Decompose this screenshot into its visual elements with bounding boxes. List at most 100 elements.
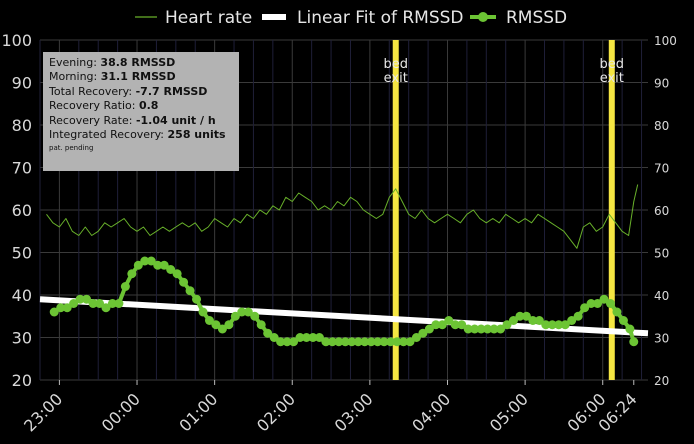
y-tick-label-right: 30 xyxy=(654,332,669,346)
rmssd-point xyxy=(211,320,221,330)
stat-row-total-recovery: Total Recovery: -7.7 RMSSD xyxy=(49,85,233,99)
rmssd-point xyxy=(327,337,337,347)
stat-value: -7.7 RMSSD xyxy=(135,84,208,98)
y-tick-label-right: 20 xyxy=(654,374,669,388)
legend-label: Linear Fit of RMSSD xyxy=(297,8,464,28)
rmssd-point xyxy=(120,282,130,291)
rmssd-point xyxy=(192,294,202,304)
stat-value: -1.04 unit / h xyxy=(135,113,216,127)
stat-value: 0.8 xyxy=(138,99,159,113)
y-tick-label-right: 80 xyxy=(654,119,669,133)
rmssd-point xyxy=(593,299,603,308)
rmssd-point xyxy=(250,311,260,321)
rmssd-point xyxy=(95,299,105,308)
rmssd-point xyxy=(470,324,480,334)
stat-label: Recovery Rate: xyxy=(49,113,136,127)
bed-exit-marker xyxy=(392,40,399,380)
rmssd-point xyxy=(379,337,389,347)
rmssd-point xyxy=(237,307,247,317)
rmssd-point xyxy=(146,256,156,266)
rmssd-point xyxy=(612,307,622,317)
series-layer xyxy=(39,184,649,347)
rmssd-point xyxy=(172,269,182,279)
rmssd-point xyxy=(605,299,615,308)
rmssd-point xyxy=(256,320,266,330)
rmssd-point xyxy=(476,324,486,334)
rmssd-point xyxy=(541,320,551,330)
rmssd-point xyxy=(62,303,72,313)
rmssd-point xyxy=(243,307,253,317)
rmssd-point xyxy=(618,316,628,325)
patent-footnote: pat. pending xyxy=(49,144,94,153)
rmssd-point xyxy=(360,337,370,347)
rmssd-point xyxy=(49,307,59,317)
rmssd-point xyxy=(133,260,143,270)
stat-row-integrated-recovery: Integrated Recovery: 258 units xyxy=(49,128,233,142)
y-tick-label: 30 xyxy=(12,329,32,348)
stat-label: Recovery Ratio: xyxy=(49,99,139,113)
rmssd-point xyxy=(547,320,557,330)
heart-rate-line xyxy=(46,184,639,249)
rmssd-point xyxy=(185,286,195,296)
stat-row-morning: Morning: 31.1 RMSSD xyxy=(49,70,233,84)
legend: Heart rate Linear Fit of RMSSD RMSSD xyxy=(135,8,567,28)
y-tick-label: 70 xyxy=(12,159,32,178)
stat-label: Morning: xyxy=(49,70,101,84)
rmssd-point xyxy=(521,311,531,321)
rmssd-point xyxy=(69,299,79,308)
rmssd-point xyxy=(314,333,324,342)
rmssd-point xyxy=(586,299,596,308)
stat-value: 31.1 RMSSD xyxy=(100,70,176,84)
rmssd-point xyxy=(276,337,286,347)
rmssd-point xyxy=(457,320,467,330)
rmssd-point xyxy=(166,265,176,274)
legend-label: Heart rate xyxy=(165,8,252,28)
y-tick-label: 100 xyxy=(1,31,32,50)
stat-label: Integrated Recovery: xyxy=(49,128,168,142)
rmssd-point xyxy=(463,324,473,334)
rmssd-point xyxy=(224,320,234,330)
y-tick-label: 60 xyxy=(12,201,32,220)
y-tick-label-right: 70 xyxy=(654,162,669,176)
stat-value: 258 units xyxy=(167,128,226,142)
rmssd-point xyxy=(198,307,208,317)
rmssd-point xyxy=(431,320,441,330)
y-tick-label-right: 50 xyxy=(654,247,669,261)
y-tick-label-right: 100 xyxy=(654,34,677,48)
bed-exit-label: bed xyxy=(383,57,408,72)
rmssd-point xyxy=(153,260,163,270)
rmssd-point xyxy=(301,333,311,342)
bed-exit-label: exit xyxy=(384,71,408,86)
rmssd-point xyxy=(340,337,350,347)
rmssd-point xyxy=(308,333,318,342)
rmssd-point xyxy=(392,337,402,347)
y-tick-label: 40 xyxy=(12,286,32,305)
rmssd-point xyxy=(114,299,124,308)
rmssd-point xyxy=(411,333,421,342)
rmssd-point xyxy=(508,316,518,325)
rmssd-point xyxy=(321,337,331,347)
rmssd-point xyxy=(567,316,577,325)
y-tick-label: 50 xyxy=(12,244,32,263)
rmssd-point xyxy=(282,337,292,347)
legend-swatch-rmssd-dot xyxy=(478,12,488,22)
rmssd-point xyxy=(515,311,525,321)
rmssd-point xyxy=(534,316,544,325)
stat-row-recovery-ratio: Recovery Ratio: 0.8 xyxy=(49,99,233,113)
rmssd-point xyxy=(528,316,538,325)
rmssd-point xyxy=(437,320,447,330)
rmssd-point xyxy=(483,324,493,334)
rmssd-point xyxy=(88,299,98,308)
stat-row-evening: Evening: 38.8 RMSSD xyxy=(49,56,233,70)
rmssd-point xyxy=(418,328,428,338)
rmssd-point xyxy=(386,337,396,347)
rmssd-point xyxy=(295,333,305,342)
legend-label: RMSSD xyxy=(506,8,567,28)
rmssd-point xyxy=(101,303,111,313)
y-tick-label: 20 xyxy=(12,371,32,390)
rmssd-point xyxy=(289,337,299,347)
y-tick-label-right: 90 xyxy=(654,77,669,91)
rmssd-point xyxy=(107,299,117,308)
